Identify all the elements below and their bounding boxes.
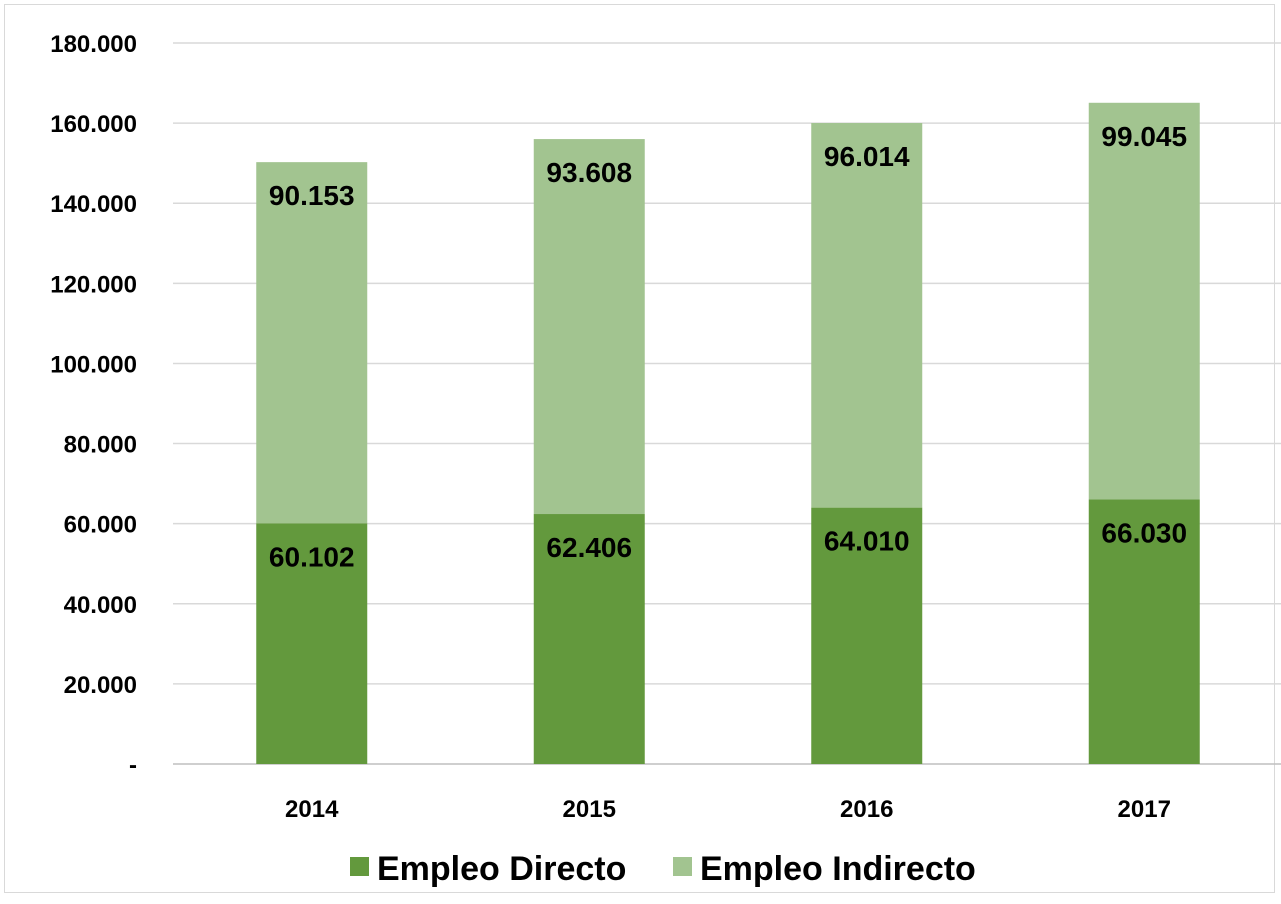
x-tick-label: 2016 [840,796,893,823]
data-label: 99.045 [1101,121,1187,152]
y-tick-label: 80.000 [64,432,137,459]
bar-empleo-directo-2015 [533,514,645,764]
bar-empleo-directo-2016 [811,507,923,764]
legend: Empleo Directo Empleo Indirecto [350,850,976,888]
data-label: 60.102 [269,541,355,572]
y-tick-label: 60.000 [64,512,137,539]
data-label: 93.608 [546,157,632,188]
legend-label: Empleo Directo [377,850,626,888]
data-label: 66.030 [1101,518,1187,549]
stacked-bar-chart: 60.102 90.153 62.406 93.608 64.010 96.014 66.0… [50,31,1281,888]
legend-swatch [350,857,369,876]
x-axis-ticks: 2014 2015 2016 2017 [285,796,1171,823]
legend-swatch [673,857,692,876]
data-labels: 60.102 90.153 62.406 93.608 64.010 96.014 66.0… [269,121,1187,572]
bar-empleo-indirecto-2014 [256,162,368,524]
data-label: 90.153 [269,180,355,211]
y-tick-label: 180.000 [50,31,137,58]
x-tick-label: 2015 [563,796,616,823]
bar-empleo-indirecto-2017 [1088,102,1200,500]
y-tick-label: 40.000 [64,592,137,619]
bar-empleo-directo-2014 [256,523,368,764]
data-label: 96.014 [824,141,910,172]
y-axis-ticks: - 20.000 40.000 60.000 80.000 100.000 120.000 1… [50,31,137,779]
y-tick-label: 100.000 [50,351,137,378]
y-tick-label: 20.000 [64,672,137,699]
y-tick-label: 140.000 [50,191,137,218]
bar-empleo-directo-2017 [1088,499,1200,764]
bar-empleo-indirecto-2016 [811,123,923,508]
legend-label: Empleo Indirecto [700,850,976,888]
y-tick-label: 120.000 [50,271,137,298]
y-tick-label: - [129,752,137,779]
bar-empleo-indirecto-2015 [533,139,645,515]
chart-container: 60.102 90.153 62.406 93.608 64.010 96.014 66.0… [4,4,1281,893]
data-label: 62.406 [546,532,632,563]
x-tick-label: 2014 [285,796,339,823]
bars [256,102,1200,764]
y-tick-label: 160.000 [50,111,137,138]
data-label: 64.010 [824,526,910,557]
x-tick-label: 2017 [1118,796,1171,823]
